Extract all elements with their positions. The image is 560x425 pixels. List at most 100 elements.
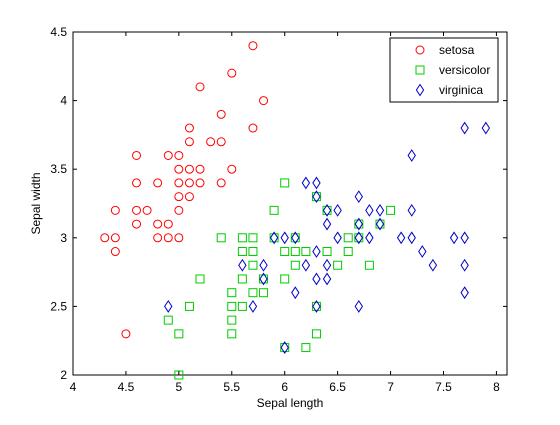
setosa-point (174, 205, 184, 215)
setosa-point (174, 178, 184, 188)
setosa-point (216, 137, 226, 147)
setosa-point (227, 68, 237, 78)
setosa-legend-marker (415, 45, 425, 55)
setosa-point (153, 219, 163, 229)
versicolor-point (322, 247, 332, 257)
setosa-point (174, 164, 184, 174)
virginica-point (322, 258, 332, 272)
legend-label-versicolor: versicolor (439, 63, 490, 77)
setosa-point (195, 164, 205, 174)
y-tick-label: 3 (60, 231, 67, 245)
x-tick-label: 7.5 (435, 380, 452, 394)
versicolor-point (195, 274, 205, 284)
versicolor-point (216, 233, 226, 243)
setosa-point (121, 329, 131, 339)
setosa-point (206, 137, 216, 147)
legend-label-setosa: setosa (439, 43, 475, 57)
virginica-point (407, 149, 416, 162)
virginica-point (396, 231, 406, 245)
x-tick-label: 7 (387, 380, 394, 394)
setosa-point (184, 123, 194, 133)
versicolor-point (248, 247, 258, 257)
versicolor-point (237, 301, 247, 311)
setosa-point (195, 178, 205, 188)
versicolor-point (237, 247, 247, 257)
virginica-point (322, 272, 332, 286)
virginica-point (269, 231, 279, 245)
versicolor-point (237, 233, 247, 243)
versicolor-point (386, 205, 396, 215)
virginica-point (418, 245, 427, 258)
virginica-point (375, 217, 385, 231)
virginica-point (333, 231, 342, 245)
virginica-point (460, 121, 469, 135)
y-axis-label: Sepal width (29, 172, 43, 234)
x-tick-label: 4 (70, 380, 77, 394)
virginica-point (354, 299, 364, 313)
virginica-point (259, 258, 268, 272)
setosa-point (184, 178, 194, 188)
setosa-point (227, 164, 237, 174)
virginica-point (333, 203, 342, 217)
virginica-point (164, 299, 173, 313)
y-tick-label: 4 (60, 94, 67, 108)
setosa-point (174, 192, 184, 202)
legend-box (389, 37, 499, 103)
versicolor-point (364, 260, 374, 270)
virginica-point (354, 190, 364, 204)
x-tick-label: 6.5 (329, 380, 346, 394)
setosa-point (142, 205, 152, 215)
versicolor-point (301, 247, 311, 257)
virginica-point (312, 176, 321, 190)
y-tick-label: 4.5 (50, 25, 67, 39)
versicolor-point (290, 247, 300, 257)
setosa-point (132, 205, 142, 215)
virginica-point (248, 299, 258, 313)
setosa-point (248, 41, 258, 51)
setosa-point (110, 205, 120, 215)
setosa-point (110, 247, 120, 257)
versicolor-point (248, 233, 258, 243)
virginica-point (375, 203, 385, 217)
versicolor-point (290, 260, 300, 270)
setosa-point (174, 150, 184, 160)
setosa-point (163, 150, 173, 160)
versicolor-point (301, 343, 311, 353)
setosa-point (132, 178, 142, 188)
versicolor-point (311, 329, 321, 339)
versicolor-point (343, 233, 353, 243)
virginica-point (301, 258, 311, 272)
setosa-point (163, 233, 173, 243)
versicolor-point (174, 329, 184, 339)
virginica-point (460, 231, 469, 245)
setosa-point (153, 178, 163, 188)
virginica-point (460, 258, 469, 272)
setosa-point (248, 123, 258, 133)
setosa-point (110, 233, 120, 243)
x-tick-label: 6 (281, 380, 288, 394)
virginica-point (428, 258, 438, 272)
legend: setosa versicolor virginica (389, 37, 499, 103)
versicolor-point (227, 315, 237, 325)
setosa-point (216, 109, 226, 119)
legend-label-virginica: virginica (439, 83, 483, 97)
virginica-point (280, 231, 289, 245)
setosa-point (174, 233, 184, 243)
virginica-point (312, 299, 321, 313)
virginica-point (460, 286, 469, 300)
versicolor-point (333, 260, 343, 270)
virginica-point (449, 231, 459, 245)
x-tick-label: 5.5 (223, 380, 240, 394)
virginica-point (365, 231, 374, 245)
virginica-point (322, 217, 332, 231)
versicolor-point (163, 315, 173, 325)
setosa-point (259, 96, 269, 106)
virginica-point (259, 272, 268, 286)
versicolor-point (259, 288, 269, 298)
versicolor-point (280, 274, 290, 284)
versicolor-point (280, 178, 290, 188)
versicolor-point (227, 288, 237, 298)
virginica-point (322, 203, 332, 217)
setosa-point (132, 219, 142, 229)
